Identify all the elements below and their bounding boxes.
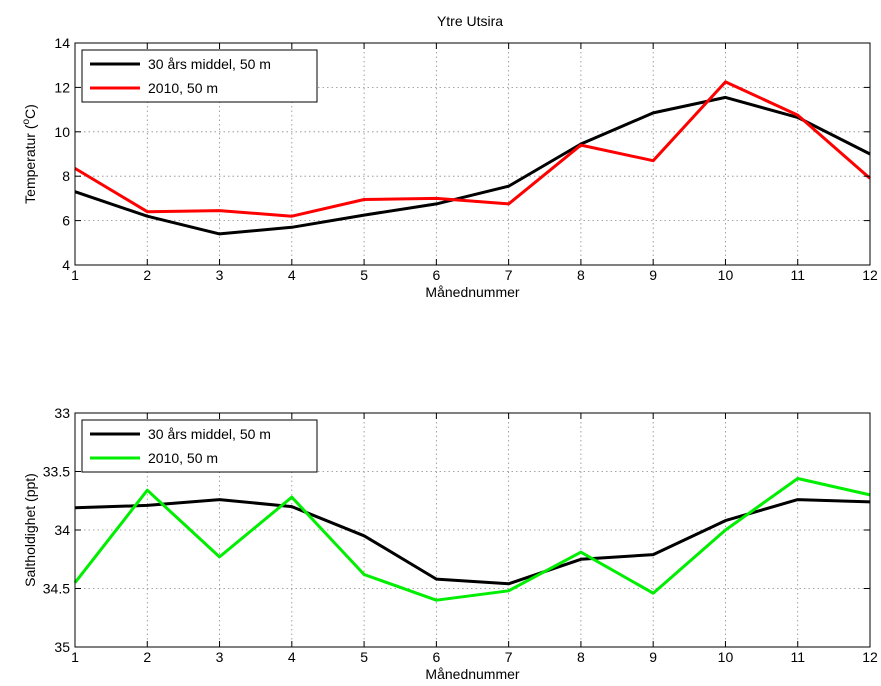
x-tick-label: 5: [360, 267, 368, 283]
x-tick-label: 10: [718, 649, 734, 665]
x-tick-label: 9: [649, 267, 657, 283]
x-tick-label: 12: [862, 649, 878, 665]
x-tick-label: 6: [432, 649, 440, 665]
y-tick-label: 33.5: [43, 464, 70, 480]
y-tick-label: 10: [54, 124, 70, 140]
x-tick-label: 4: [288, 649, 296, 665]
legend-label: 2010, 50 m: [148, 450, 218, 466]
series-line-0: [74, 95, 871, 236]
temperature-chart: 1 2 3 4 5 6 7 8 9 10 11 12468101214MånednummerTempe…: [21, 35, 878, 300]
legend-label: 2010, 50 m: [148, 80, 218, 96]
x-tick-label: 2: [143, 649, 151, 665]
axes-frame: [74, 42, 871, 266]
x-tick-label: 11: [790, 649, 805, 665]
x-axis-label: Månednummer: [425, 284, 519, 300]
series-line-1: [73, 477, 871, 602]
y-tick-label: 6: [62, 213, 70, 229]
salinity-chart: 1 2 3 4 5 6 7 8 9 10 11 123333.53434.535Månednummer…: [22, 405, 878, 682]
series-line-0: [74, 498, 871, 586]
x-tick-label: 1: [71, 267, 79, 283]
x-tick-label: 11: [790, 267, 805, 283]
figure-title: Ytre Utsira: [437, 13, 503, 29]
x-tick-label: 5: [360, 649, 368, 665]
x-axis-label: Månednummer: [425, 666, 519, 682]
series-line-1: [74, 80, 871, 218]
legend-box: [81, 419, 318, 473]
x-tick-label: 8: [577, 267, 585, 283]
legend-label: 30 års middel, 50 m: [148, 56, 271, 72]
y-axis-label: Temperatur (oC): [21, 104, 38, 204]
x-tick-label: 9: [649, 649, 657, 665]
y-tick-label: 34: [54, 522, 70, 538]
legend-box: [81, 49, 318, 103]
y-tick-label: 14: [54, 35, 70, 51]
x-tick-label: 7: [505, 649, 513, 665]
x-tick-label: 7: [505, 267, 513, 283]
y-axis-label: Saltholdighet (ppt): [22, 473, 38, 587]
x-tick-label: 4: [288, 267, 296, 283]
legend-label: 30 års middel, 50 m: [148, 426, 271, 442]
y-tick-label: 8: [62, 168, 70, 184]
x-tick-label: 6: [432, 267, 440, 283]
x-tick-label: 3: [216, 267, 224, 283]
y-tick-label: 4: [62, 257, 70, 273]
x-tick-label: 8: [577, 649, 585, 665]
y-tick-label: 34.5: [43, 581, 70, 597]
x-tick-label: 10: [718, 267, 734, 283]
x-tick-label: 2: [143, 267, 151, 283]
y-tick-label: 12: [54, 79, 70, 95]
x-tick-label: 3: [216, 649, 224, 665]
x-tick-label: 12: [862, 267, 878, 283]
y-tick-label: 33: [54, 405, 70, 421]
x-tick-label: 1: [71, 649, 79, 665]
y-tick-label: 35: [54, 639, 70, 655]
